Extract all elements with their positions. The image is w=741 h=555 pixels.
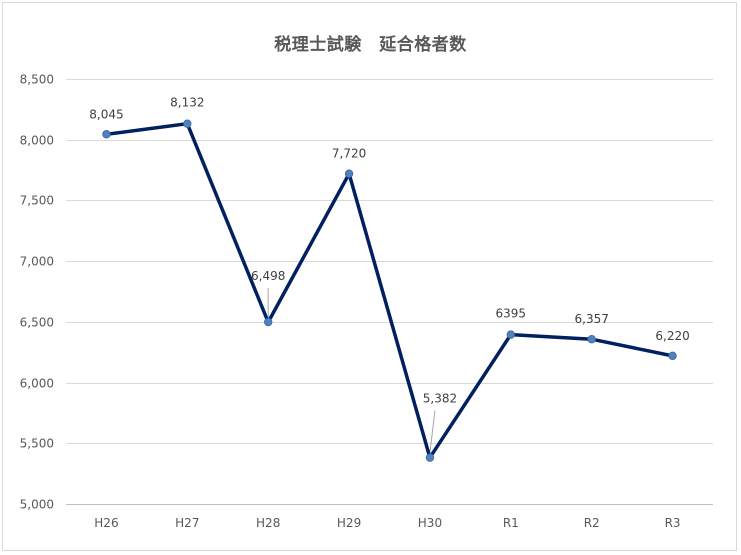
data-label: 8,132 [170, 96, 204, 110]
y-tick-label: 8,500 [20, 73, 54, 87]
x-tick-label: H26 [94, 516, 118, 530]
y-tick-label: 5,500 [20, 437, 54, 451]
data-label: 6,357 [575, 312, 609, 326]
series-line [104, 121, 675, 460]
y-tick-label: 6,500 [20, 316, 54, 330]
y-tick-label: 8,000 [20, 134, 54, 148]
y-tick-label: 6,000 [20, 377, 54, 391]
series-polyline [104, 121, 675, 460]
x-tick-label: H27 [175, 516, 199, 530]
data-label-leader-line [429, 410, 436, 453]
x-tick-label: R1 [503, 516, 519, 530]
data-label: 6,220 [655, 329, 689, 343]
y-tick-label: 5,000 [20, 498, 54, 512]
data-point [183, 119, 192, 128]
data-label: 5,382 [423, 392, 457, 406]
data-label: 7,720 [332, 147, 366, 161]
gridlines [66, 79, 713, 505]
data-point [263, 317, 273, 327]
data-point [425, 453, 435, 462]
data-label: 8,045 [89, 107, 123, 121]
y-axis-labels: 5,000 5,500 6,000 6,500 7,000 7,500 8,000 8,500 [20, 73, 54, 512]
data-label: 6,498 [251, 269, 285, 283]
x-axis-labels: H26 H27 H28 H29 H30 R1 R2 R3 [94, 516, 680, 530]
x-tick-label: H28 [256, 516, 280, 530]
data-point [344, 169, 354, 178]
data-markers [102, 119, 677, 462]
data-point [102, 130, 111, 139]
y-tick-label: 7,500 [20, 194, 54, 208]
chart-title: 税理士試験 延合格者数 [274, 35, 467, 55]
data-label-leaders [267, 288, 436, 453]
data-label: 6395 [496, 307, 527, 321]
data-point [668, 351, 677, 361]
x-tick-label: H30 [418, 516, 442, 530]
x-tick-label: H29 [337, 516, 361, 530]
y-tick-label: 7,000 [20, 255, 54, 269]
data-labels: 8,045 8,132 6,498 7,720 5,382 6395 6,357 6,220 [89, 96, 689, 406]
data-point [506, 330, 516, 339]
x-tick-label: R2 [584, 516, 600, 530]
data-point [587, 335, 596, 344]
x-tick-label: R3 [665, 516, 681, 530]
